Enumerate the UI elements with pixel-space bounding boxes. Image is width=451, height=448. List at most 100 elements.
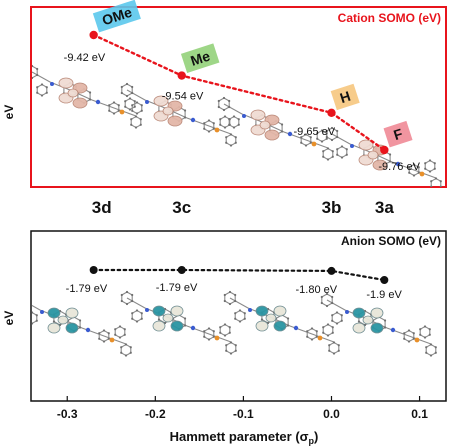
atom: [130, 118, 133, 121]
atom: [340, 156, 344, 159]
nitrogen-atom: [145, 100, 149, 104]
phosphorus-atom: [311, 141, 317, 147]
atom: [135, 101, 139, 104]
atom: [304, 144, 308, 147]
atom: [45, 91, 48, 94]
orbital-lobe: [152, 320, 166, 332]
molecule-structure: [120, 290, 237, 355]
orbital-lobe: [367, 150, 379, 160]
atom: [225, 141, 228, 144]
atom: [133, 100, 136, 103]
anion-molecule-layer: [32, 290, 437, 357]
atom: [322, 155, 325, 158]
atom: [223, 126, 227, 129]
atom: [125, 82, 129, 86]
compound-label-row: 3d 3c 3b 3a: [92, 198, 395, 217]
atom: [316, 132, 319, 135]
atom: [237, 118, 240, 121]
atom: [114, 328, 117, 331]
cation-data-point: [89, 30, 98, 40]
atom: [131, 299, 134, 303]
nitrogen-atom: [293, 325, 299, 331]
compound-label: 3d: [92, 198, 112, 217]
atom: [322, 326, 325, 329]
phosphorus-atom: [119, 109, 125, 115]
atom: [140, 317, 143, 320]
atom: [223, 293, 226, 297]
atom: [434, 177, 438, 180]
atom: [328, 344, 331, 347]
orbital-lobe: [65, 322, 79, 334]
anion-value-label: -1.9 eV: [366, 289, 402, 301]
phenyl-ring: [336, 145, 348, 159]
atom: [207, 119, 211, 122]
atom: [238, 320, 242, 323]
atom: [412, 163, 416, 166]
atom: [228, 331, 231, 334]
atom: [217, 105, 220, 109]
atom: [320, 129, 324, 132]
orbital-lobe: [255, 320, 269, 332]
molecule-structure: [217, 96, 334, 161]
atom: [102, 340, 106, 343]
atom: [123, 328, 126, 331]
atom: [129, 351, 132, 354]
atom: [45, 86, 48, 89]
atom: [331, 331, 334, 334]
orbital-lobe: [162, 106, 174, 116]
atom: [120, 293, 123, 297]
x-tick-label: -0.2: [145, 407, 166, 421]
atom: [112, 112, 116, 115]
atom: [228, 105, 231, 109]
atom: [88, 91, 92, 94]
anion-series-line: [92, 268, 386, 282]
atom: [315, 330, 318, 333]
atom: [36, 73, 39, 77]
cation-molecule-layer: [32, 64, 442, 187]
atom: [340, 314, 343, 317]
substituent-tag: H: [330, 83, 360, 111]
atom: [131, 104, 134, 107]
atom: [225, 349, 228, 352]
atom: [286, 324, 290, 327]
atom: [203, 127, 206, 130]
nitrogen-atom: [345, 310, 349, 314]
atom: [229, 144, 233, 147]
phosphorus-atom: [317, 335, 323, 341]
atom: [117, 104, 120, 107]
atom: [429, 354, 433, 357]
atom: [326, 323, 330, 326]
atom: [114, 333, 117, 336]
atom: [417, 171, 420, 174]
anion-series: -1.79 eV -1.79 eV -1.80 eV -1.9 eV: [66, 266, 402, 301]
orbital-lobe: [255, 305, 269, 317]
atom: [203, 122, 206, 125]
atom: [234, 349, 237, 352]
phenyl-ring: [328, 341, 340, 355]
atom: [124, 105, 127, 108]
atom: [219, 331, 222, 334]
substituent-tag-box: [180, 43, 220, 73]
atom: [403, 337, 406, 340]
atom: [107, 337, 110, 340]
orbital-lobe: [170, 320, 184, 332]
atom: [222, 108, 226, 112]
nitrogen-atom: [190, 117, 196, 123]
atom: [120, 299, 123, 303]
atom: [228, 302, 232, 306]
phenyl-ring: [331, 311, 343, 325]
x-tick-label: 0.0: [323, 407, 340, 421]
orbital-lobe: [167, 115, 183, 127]
atom: [125, 302, 129, 306]
atom: [310, 327, 314, 330]
phenyl-ring: [322, 323, 334, 337]
compound-label: 3b: [322, 198, 342, 217]
phosphorus-atom: [414, 337, 420, 343]
x-axis-label: Hammett parameter (σp): [170, 429, 319, 446]
substituent-tag: F: [383, 120, 413, 148]
atom: [212, 330, 215, 333]
atom: [331, 295, 334, 299]
atom: [229, 133, 233, 136]
molecule-structure: [120, 82, 237, 147]
anion-panel-title: Anion SOMO (eV): [341, 234, 441, 248]
